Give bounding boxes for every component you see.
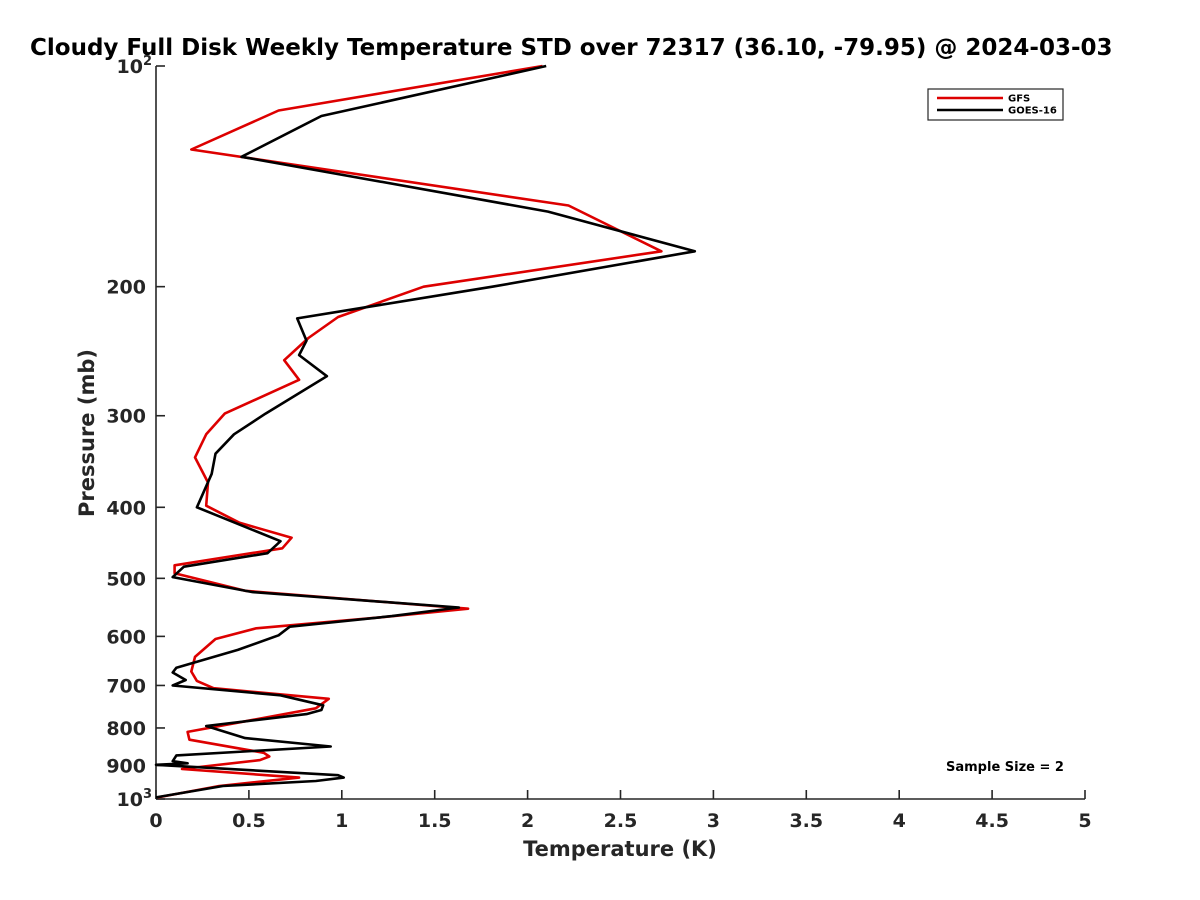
y-tick-label: 800: [106, 718, 146, 740]
legend-label-gfs: GFS: [1008, 94, 1030, 105]
x-tick-label: 0: [149, 810, 162, 832]
legend-label-goes16: GOES-16: [1008, 106, 1057, 117]
x-tick-label: 4.5: [975, 810, 1009, 832]
x-tick-label: 1: [335, 810, 348, 832]
x-tick-label: 2: [521, 810, 534, 832]
series-line-goes16: [154, 64, 697, 799]
y-tick-label: 200: [106, 277, 146, 299]
x-tick-label: 3: [707, 810, 720, 832]
y-tick-label: 700: [106, 675, 146, 697]
y-tick-label: 102: [117, 54, 153, 78]
x-tick-label: 5: [1078, 810, 1091, 832]
legend-box: [927, 88, 1064, 121]
x-tick-label: 2.5: [604, 810, 638, 832]
x-tick-label: 1.5: [418, 810, 452, 832]
y-tick-label: 500: [106, 568, 146, 590]
x-tick-label: 3.5: [789, 810, 823, 832]
legend: GFS GOES-16: [927, 88, 1064, 121]
series-line-gfs: [157, 64, 663, 799]
x-tick-label: 4: [893, 810, 906, 832]
series-group: [154, 64, 697, 799]
y-axis-label: Pressure (mb): [75, 349, 99, 517]
y-axis: 102 200 300 400 500 600 700 800 900 103: [106, 54, 165, 811]
x-axis-label: Temperature (K): [523, 837, 717, 861]
x-tick-label: 0.5: [232, 810, 266, 832]
chart-title: Cloudy Full Disk Weekly Temperature STD …: [30, 35, 1113, 61]
x-axis: 0 0.5 1 1.5 2 2.5 3 3.5 4 4.5 5: [149, 790, 1092, 832]
y-tick-label: 103: [117, 787, 153, 811]
y-tick-label: 600: [106, 626, 146, 648]
sample-size-annotation: Sample Size = 2: [946, 760, 1064, 775]
y-tick-label: 300: [106, 406, 146, 428]
y-tick-label: 400: [106, 497, 146, 519]
y-tick-label: 900: [106, 755, 146, 777]
